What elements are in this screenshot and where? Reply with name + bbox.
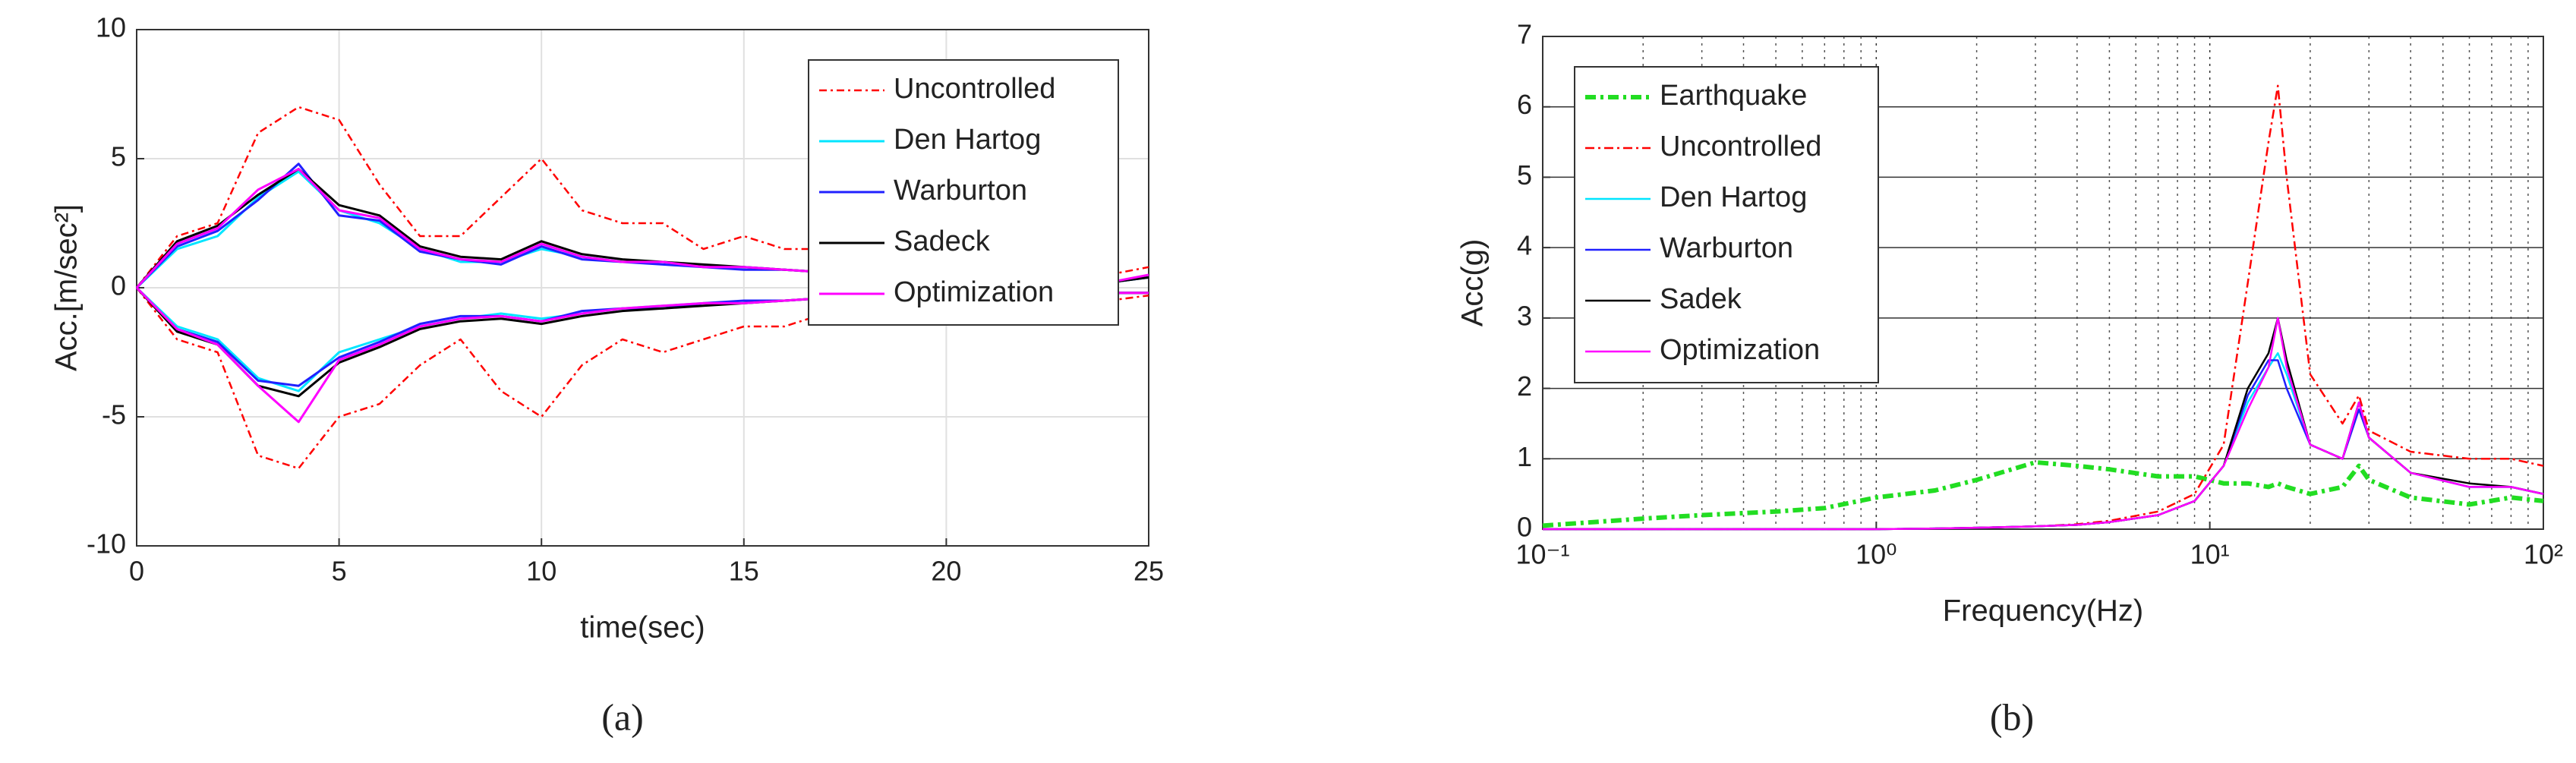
legend-label: Uncontrolled	[894, 73, 1055, 105]
y-tick-label: -5	[102, 399, 126, 430]
legend-box	[1574, 66, 1879, 383]
y-tick-label: 2	[1517, 370, 1532, 402]
x-tick-label: 10⁰	[1856, 539, 1897, 570]
x-tick-label: 10	[526, 556, 557, 587]
x-tick-label: 10⁻¹	[1515, 539, 1569, 570]
legend-label: Earthquake	[1660, 80, 1807, 112]
x-axis-label: Frequency(Hz)	[1943, 594, 2144, 628]
x-axis-label: time(sec)	[580, 611, 705, 645]
y-tick-label: 0	[111, 270, 126, 301]
legend-label: Warburton	[1660, 232, 1793, 264]
x-tick-label: 10¹	[2190, 539, 2230, 570]
y-tick-label: 5	[111, 141, 126, 172]
x-tick-label: 10²	[2524, 539, 2563, 570]
y-tick-label: 10	[96, 12, 126, 43]
legend-label: Sadek	[1660, 283, 1742, 315]
legend-label: Warburton	[894, 175, 1027, 207]
y-tick-label: 7	[1517, 19, 1532, 50]
y-tick-label: 5	[1517, 159, 1532, 191]
caption: (a)	[601, 695, 644, 738]
x-tick-label: 5	[332, 556, 347, 587]
legend-label: Den Hartog	[894, 124, 1041, 156]
y-axis-label: Acc(g)	[1456, 239, 1490, 327]
legend-label: Uncontrolled	[1660, 131, 1821, 162]
y-tick-label: 0	[1517, 512, 1532, 543]
caption: (b)	[1990, 695, 2034, 738]
legend-label: Optimization	[894, 276, 1054, 308]
x-tick-label: 20	[931, 556, 961, 587]
series-line	[1543, 317, 2544, 531]
legend-label: Den Hartog	[1660, 181, 1807, 213]
y-tick-label: 4	[1517, 230, 1532, 261]
plot-frame	[1542, 36, 2544, 530]
y-tick-label: 6	[1517, 89, 1532, 120]
x-tick-label: 0	[129, 556, 144, 587]
series-line	[1542, 459, 2544, 528]
y-axis-label: Acc.[m/sec²]	[50, 204, 84, 371]
legend-label: Sadeck	[894, 225, 991, 257]
y-tick-label: -10	[87, 528, 126, 560]
y-tick-label: 3	[1517, 300, 1532, 331]
y-tick-label: 1	[1517, 441, 1532, 472]
legend-label: Optimization	[1660, 334, 1820, 366]
x-tick-label: 15	[729, 556, 759, 587]
x-tick-label: 25	[1134, 556, 1164, 587]
